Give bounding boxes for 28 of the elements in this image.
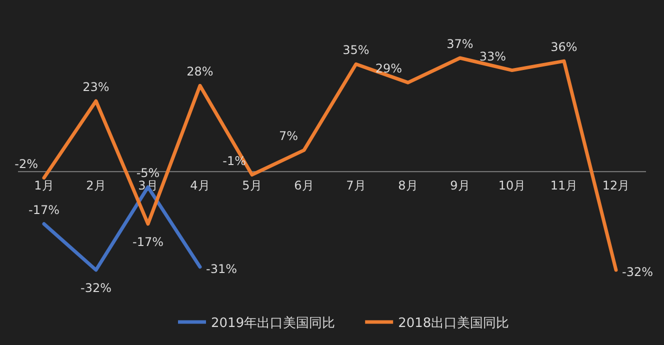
data-label: 28% [186,64,214,79]
x-tick-label: 1月 [34,178,54,193]
x-tick-label: 12月 [602,178,630,193]
data-label: -5% [136,166,160,180]
legend-label: 2018出口美国同比 [398,315,510,331]
x-tick-label: 6月 [294,178,314,193]
x-tick-label: 11月 [550,178,578,193]
data-label: -32% [622,265,654,279]
legend-label: 2019年出口美国同比 [211,315,336,331]
data-label: 37% [446,37,474,51]
data-label: 29% [375,62,402,76]
data-label: -2% [14,156,38,171]
data-label: 23% [82,80,110,94]
x-tick-label: 10月 [498,178,526,193]
data-label: -32% [80,281,112,295]
data-label: 36% [550,40,578,54]
x-tick-label: 8月 [398,178,418,193]
x-tick-label: 7月 [346,178,366,193]
x-tick-label: 5月 [242,178,262,193]
data-label: -31% [206,262,238,276]
x-tick-label: 2月 [86,178,106,193]
x-tick-label: 4月 [190,178,210,193]
data-label: -17% [28,202,60,217]
data-label: 33% [479,49,506,64]
data-label: 7% [278,129,298,144]
data-label: 35% [342,43,370,58]
data-label: -17% [132,234,164,249]
x-tick-label: 9月 [450,178,470,193]
